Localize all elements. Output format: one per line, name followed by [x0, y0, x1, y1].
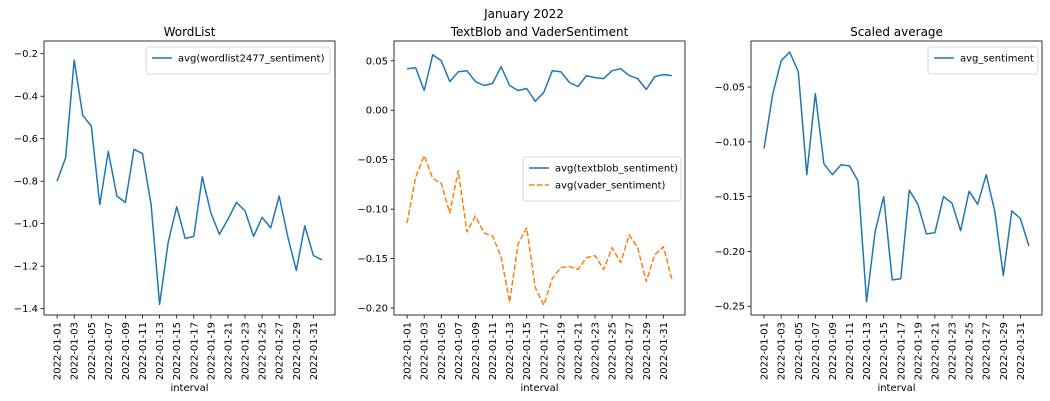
x-tick-label: 2022-01-05 [437, 322, 448, 380]
x-tick-label: 2022-01-07 [104, 322, 115, 380]
y-tick-label: −0.15 [714, 192, 745, 203]
y-tick-label: −0.20 [357, 304, 388, 315]
y-tick-label: −0.8 [14, 177, 38, 188]
figure-suptitle: January 2022 [483, 7, 564, 21]
x-tick-label: 2022-01-23 [241, 322, 252, 380]
x-tick-label: 2022-01-29 [642, 322, 653, 380]
y-tick-label: −1.0 [14, 219, 38, 230]
y-tick-label: 0.05 [366, 56, 388, 67]
y-tick-label: −0.05 [714, 83, 745, 94]
chart-title: TextBlob and VaderSentiment [450, 25, 629, 39]
series-line-1 [56, 59, 323, 306]
series-line-1 [407, 54, 672, 103]
x-axis-label: interval [877, 383, 915, 394]
x-tick-label: 2022-01-13 [862, 322, 873, 380]
x-tick-label: 2022-01-23 [948, 322, 959, 380]
y-tick-label: −0.10 [357, 205, 388, 216]
x-tick-label: 2022-01-05 [87, 322, 98, 380]
legend-box [145, 46, 331, 75]
y-tick-label: −1.2 [14, 262, 38, 273]
x-tick-label: 2022-01-29 [999, 322, 1010, 380]
x-tick-label: 2022-01-15 [879, 322, 890, 380]
y-tick-label: −1.4 [14, 304, 38, 315]
plot-frame [393, 40, 686, 316]
x-tick-label: 2022-01-21 [573, 322, 584, 380]
y-tick-label: −0.10 [714, 137, 745, 148]
x-tick-label: 2022-01-01 [53, 322, 64, 380]
x-axis-label: interval [170, 383, 208, 394]
x-tick-label: 2022-01-15 [522, 322, 533, 380]
chart-title: WordList [164, 25, 216, 39]
x-tick-label: 2022-01-31 [309, 322, 320, 380]
x-tick-label: 2022-01-13 [155, 322, 166, 380]
x-tick-label: 2022-01-31 [659, 322, 670, 380]
series-line-2 [406, 154, 673, 306]
x-tick-label: 2022-01-31 [1016, 322, 1027, 380]
x-tick-label: 2022-01-07 [454, 322, 465, 380]
x-tick-label: 2022-01-19 [556, 322, 567, 380]
plot-frame [750, 40, 1043, 316]
x-tick-label: 2022-01-27 [275, 322, 286, 380]
legend-entry: avg(wordlist2477_sentiment) [178, 54, 325, 65]
x-tick-label: 2022-01-11 [138, 322, 149, 380]
x-tick-label: 2022-01-13 [505, 322, 516, 380]
x-tick-label: 2022-01-05 [794, 322, 805, 380]
x-tick-label: 2022-01-25 [608, 322, 619, 380]
x-axis-label: interval [520, 383, 558, 394]
plot-frame [43, 40, 336, 316]
x-tick-label: 2022-01-17 [189, 322, 200, 380]
y-tick-label: 0.00 [366, 106, 388, 117]
x-tick-label: 2022-01-17 [896, 322, 907, 380]
legend-box [522, 156, 682, 202]
x-tick-label: 2022-01-19 [206, 322, 217, 380]
x-tick-label: 2022-01-21 [223, 322, 234, 380]
x-tick-label: 2022-01-07 [811, 322, 822, 380]
chart-title: Scaled average [850, 25, 943, 39]
y-tick-label: −0.4 [14, 92, 38, 103]
y-tick-label: −0.2 [14, 49, 38, 60]
x-tick-label: 2022-01-25 [965, 322, 976, 380]
y-tick-label: −0.25 [714, 302, 745, 313]
x-tick-label: 2022-01-03 [70, 322, 81, 380]
x-tick-label: 2022-01-03 [777, 322, 788, 380]
y-tick-label: −0.20 [714, 247, 745, 258]
x-tick-label: 2022-01-15 [172, 322, 183, 380]
series-line-1 [763, 51, 1030, 303]
x-tick-label: 2022-01-23 [591, 322, 602, 380]
x-tick-label: 2022-01-29 [292, 322, 303, 380]
legend-entry: avg(vader_sentiment) [555, 181, 666, 192]
y-tick-label: −0.05 [357, 155, 388, 166]
chart-1: WordList −1.4 −1.2 −1.0 −0.8 −0.6 −0.4 −0.2 2022… [14, 25, 336, 394]
legend-entry: avg(textblob_sentiment) [555, 164, 678, 175]
x-tick-label: 2022-01-09 [828, 322, 839, 380]
x-tick-label: 2022-01-19 [913, 322, 924, 380]
x-tick-label: 2022-01-21 [930, 322, 941, 380]
x-tick-label: 2022-01-03 [420, 322, 431, 380]
x-tick-label: 2022-01-09 [471, 322, 482, 380]
x-tick-label: 2022-01-11 [488, 322, 499, 380]
y-tick-label: −0.6 [14, 134, 38, 145]
x-tick-label: 2022-01-27 [625, 322, 636, 380]
x-tick-label: 2022-01-27 [982, 322, 993, 380]
chart-3: Scaled average −0.25 −0.20 −0.15 −0.10 −0.05 2… [714, 25, 1043, 394]
x-tick-label: 2022-01-01 [403, 322, 414, 380]
y-tick-label: −0.15 [357, 254, 388, 265]
x-tick-label: 2022-01-11 [845, 322, 856, 380]
legend-entry: avg_sentiment [960, 54, 1034, 65]
x-tick-label: 2022-01-09 [121, 322, 132, 380]
x-tick-label: 2022-01-01 [760, 322, 771, 380]
chart-2: TextBlob and VaderSentiment −0.20 −0.15 −0.… [357, 25, 686, 394]
x-tick-label: 2022-01-17 [539, 322, 550, 380]
x-tick-label: 2022-01-25 [258, 322, 269, 380]
legend-box [927, 46, 1039, 75]
